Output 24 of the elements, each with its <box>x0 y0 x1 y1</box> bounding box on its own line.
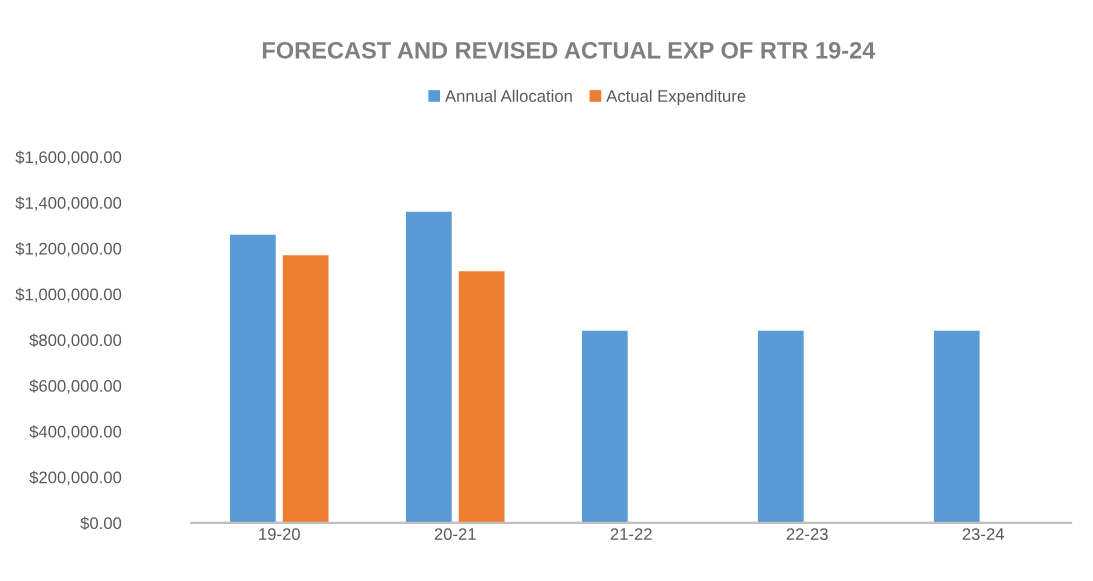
bar <box>757 330 804 523</box>
bar <box>229 234 276 523</box>
legend-label: Actual Expenditure <box>606 89 746 106</box>
y-tick-label: $1,400,000.00 <box>15 196 122 211</box>
x-tick-label: 22-23 <box>786 528 828 540</box>
bar <box>405 211 452 523</box>
y-tick-label: $0.00 <box>80 516 122 531</box>
y-tick-label: $600,000.00 <box>29 379 122 394</box>
x-tick-label: 19-20 <box>259 528 300 540</box>
y-tick-label: $1,000,000.00 <box>15 287 122 303</box>
x-tick-label: 21-22 <box>610 528 652 540</box>
legend-label: Annual Allocation <box>445 89 572 102</box>
y-tick-label: $1,200,000.00 <box>15 242 122 257</box>
x-tick-label: 20-21 <box>434 528 476 540</box>
chart-title: FORECAST AND REVISED ACTUAL EXP OF RTR 19-24 <box>262 41 876 59</box>
bar <box>282 255 329 523</box>
bar <box>933 330 980 523</box>
bar <box>581 330 628 523</box>
y-tick-label: $1,600,000.00 <box>15 150 122 166</box>
y-tick-label: $200,000.00 <box>29 470 122 486</box>
y-tick-label: $400,000.00 <box>29 425 122 440</box>
x-tick-label: 23-24 <box>962 528 1004 540</box>
bar <box>458 271 505 523</box>
y-tick-label: $800,000.00 <box>29 333 122 349</box>
